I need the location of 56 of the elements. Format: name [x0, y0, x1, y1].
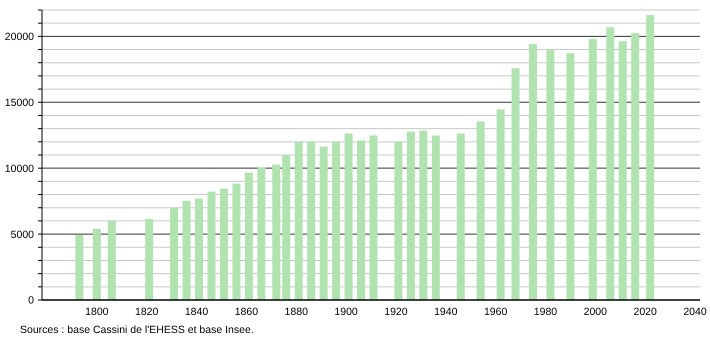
- x-tick-label: 2040: [683, 306, 707, 318]
- bar: [207, 192, 216, 300]
- bar: [182, 200, 191, 300]
- x-tick-label: 1940: [434, 306, 458, 318]
- x-tick-label: 1880: [284, 306, 308, 318]
- x-tick-label: 2020: [633, 306, 658, 318]
- bar: [244, 172, 253, 300]
- x-tick-label: 1960: [484, 306, 508, 318]
- y-tick-label: 0: [28, 294, 34, 307]
- bar: [631, 33, 640, 300]
- bar: [369, 135, 378, 300]
- bar: [357, 140, 366, 300]
- x-tick-label: 2000: [584, 306, 608, 318]
- bar: [92, 228, 101, 300]
- bar: [456, 134, 465, 300]
- bar: [566, 53, 574, 300]
- bar: [394, 142, 402, 300]
- x-tick-label: 1860: [234, 306, 258, 318]
- bar: [546, 50, 554, 300]
- bar: [476, 121, 485, 300]
- bar: [529, 44, 538, 300]
- x-tick-label: 1980: [534, 306, 558, 318]
- bar: [195, 198, 204, 300]
- x-tick-label: 1800: [85, 306, 109, 318]
- bar: [272, 164, 280, 300]
- bar: [512, 68, 520, 300]
- source-note: Sources : base Cassini de l'EHESS et base Insee.: [20, 324, 254, 336]
- bar: [294, 142, 303, 300]
- x-tick-label: 1900: [334, 306, 358, 318]
- bar: [320, 146, 328, 300]
- x-tick-label: 1840: [184, 306, 208, 318]
- y-tick-label: 20000: [4, 31, 34, 44]
- bar: [332, 142, 340, 300]
- bar: [432, 135, 440, 300]
- y-tick-label: 10000: [4, 162, 34, 175]
- bar: [257, 167, 266, 300]
- bar: [145, 218, 154, 300]
- bar: [307, 142, 316, 300]
- bar: [220, 188, 228, 300]
- y-tick-label: 5000: [10, 228, 34, 241]
- bar: [75, 234, 84, 300]
- bar: [496, 109, 505, 300]
- bar: [344, 134, 353, 300]
- bar: [108, 221, 116, 300]
- bar: [170, 208, 178, 300]
- bar: [646, 15, 654, 300]
- y-tick-label: 15000: [4, 96, 34, 109]
- bar: [232, 184, 240, 300]
- x-tick-label: 1820: [135, 306, 159, 318]
- bar: [606, 27, 614, 300]
- bar: [406, 132, 415, 300]
- bar: [618, 41, 627, 300]
- bar: [282, 154, 290, 300]
- x-tick-label: 1920: [384, 306, 408, 318]
- bar: [419, 130, 428, 300]
- bar: [588, 39, 597, 300]
